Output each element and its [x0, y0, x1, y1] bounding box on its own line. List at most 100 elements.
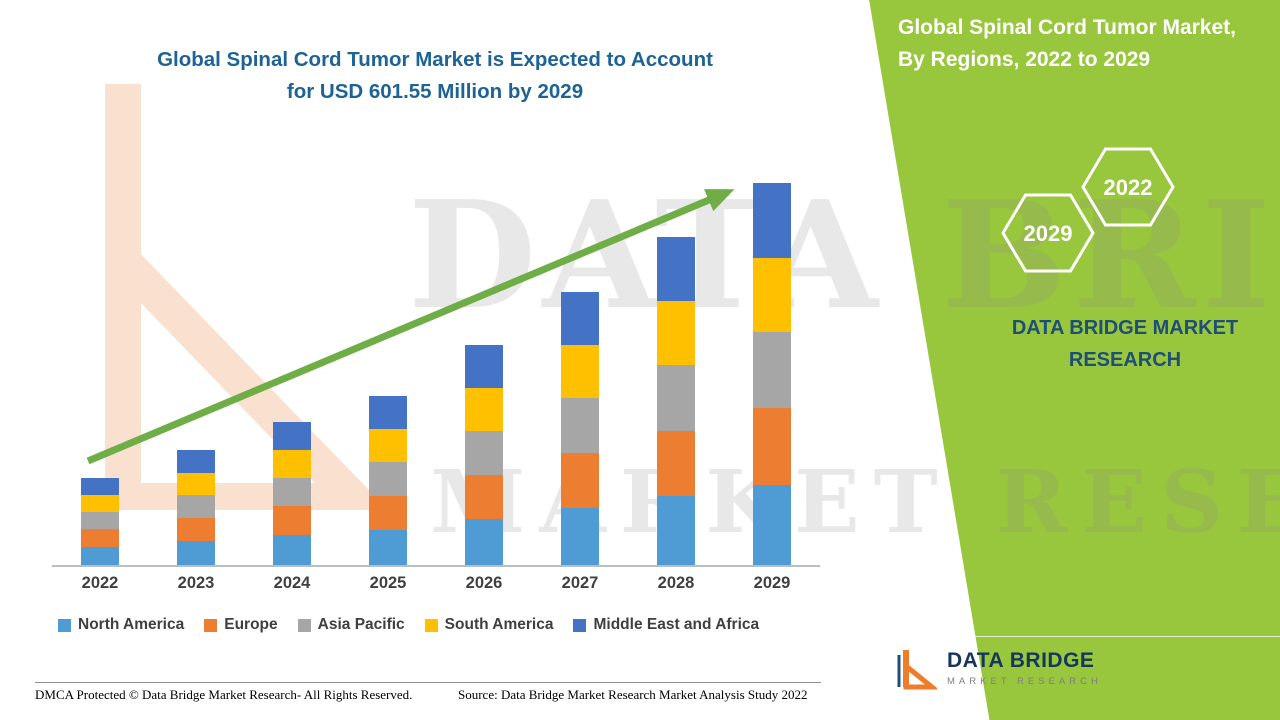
logo-divider [878, 636, 1280, 637]
source-note: Source: Data Bridge Market Research Mark… [458, 687, 808, 702]
data-bridge-logo-icon [897, 650, 937, 690]
logo-title: DATA BRIDGE [947, 649, 1095, 672]
chart-title: Global Spinal Cord Tumor Market is Expec… [105, 44, 765, 108]
legend-item-middle-east-and-africa: Middle East and Africa [573, 616, 759, 634]
bar-2029 [753, 183, 791, 565]
year-hexagons: 2029 2022 [1001, 147, 1175, 273]
segment-2028-north-america [657, 496, 695, 565]
segment-2026-europe [465, 474, 503, 519]
logo-text-block: DATA BRIDGE MARKET RESEARCH [947, 649, 1102, 687]
segment-2022-middle-east-and-africa [81, 477, 119, 495]
hexagon-2029-label: 2029 [1024, 221, 1073, 246]
segment-2029-middle-east-and-africa [753, 183, 791, 258]
segment-2022-south-america [81, 494, 119, 512]
x-axis-labels: 2022 2023 2024 2025 2026 2027 2028 2029 [52, 574, 820, 593]
bar-2026 [465, 345, 503, 565]
bar-slot-2022 [52, 165, 148, 565]
bar-2022 [81, 477, 119, 565]
bar-slot-2026 [436, 165, 532, 565]
x-label-2026: 2026 [465, 574, 503, 592]
bar-slot-2028 [628, 165, 724, 565]
legend-item-north-america: North America [58, 616, 184, 634]
segment-2025-middle-east-and-africa [369, 395, 407, 429]
panel-heading-line1: Global Spinal Cord Tumor Market, [898, 16, 1236, 39]
legend-label-middle-east-and-africa: Middle East and Africa [593, 616, 760, 633]
segment-2026-middle-east-and-africa [465, 345, 503, 389]
legend-swatch-asia-pacific [297, 618, 311, 632]
segment-2023-asia-pacific [177, 494, 215, 518]
chart-legend: North America Europe Asia Pacific South Ame… [58, 616, 759, 634]
segment-2025-asia-pacific [369, 461, 407, 496]
data-bridge-logo: DATA BRIDGE MARKET RESEARCH [893, 645, 1102, 691]
bar-slot-2023 [148, 165, 244, 565]
segment-2026-asia-pacific [465, 431, 503, 475]
legend-label-north-america: North America [78, 616, 185, 633]
segment-2028-south-america [657, 301, 695, 366]
bar-2028 [657, 237, 695, 565]
legend-label-south-america: South America [444, 616, 554, 633]
segment-2025-south-america [369, 428, 407, 462]
segment-2025-europe [369, 495, 407, 530]
segment-2027-europe [561, 452, 599, 508]
bar-2023 [177, 450, 215, 565]
legend-item-asia-pacific: Asia Pacific [297, 616, 405, 634]
chart-title-line1: Global Spinal Cord Tumor Market is Expec… [157, 48, 713, 71]
x-label-2024: 2024 [273, 574, 311, 592]
segment-2024-europe [273, 506, 311, 535]
legend-label-europe: Europe [224, 616, 278, 633]
x-label-2022: 2022 [81, 574, 119, 592]
bar-2025 [369, 395, 407, 565]
brand-text-line1: DATA BRIDGE MARKET [1011, 317, 1239, 339]
segment-2027-south-america [561, 344, 599, 399]
segment-2024-asia-pacific [273, 477, 311, 507]
segment-2023-europe [177, 517, 215, 541]
footer-divider [35, 682, 821, 683]
legend-item-south-america: South America [424, 616, 554, 634]
hexagon-2022-label: 2022 [1104, 175, 1153, 200]
panel-heading: Global Spinal Cord Tumor Market, By Regi… [898, 12, 1270, 75]
bar-slot-2029 [724, 165, 820, 565]
brand-text-line2: RESEARCH [1068, 349, 1182, 371]
segment-2028-europe [657, 430, 695, 497]
segment-2027-middle-east-and-africa [561, 291, 599, 345]
segment-2023-north-america [177, 540, 215, 565]
brand-text: DATA BRIDGE MARKET RESEARCH [1005, 312, 1245, 376]
dmca-notice: DMCA Protected © Data Bridge Market Rese… [35, 687, 413, 702]
hexagon-2029-icon [1001, 193, 1095, 273]
stacked-bar-chart [52, 165, 820, 567]
segment-2023-south-america [177, 472, 215, 495]
segment-2022-asia-pacific [81, 511, 119, 530]
x-label-2025: 2025 [369, 574, 407, 592]
legend-swatch-south-america [424, 618, 438, 632]
legend-item-europe: Europe [204, 616, 278, 634]
segment-2026-south-america [465, 388, 503, 432]
bar-2027 [561, 291, 599, 565]
segment-2024-middle-east-and-africa [273, 422, 311, 450]
segment-2027-asia-pacific [561, 398, 599, 453]
segment-2029-north-america [753, 484, 791, 565]
segment-2029-south-america [753, 257, 791, 333]
chart-title-line2: for USD 601.55 Million by 2029 [286, 79, 584, 103]
segment-2024-south-america [273, 449, 311, 478]
segment-2027-north-america [561, 507, 599, 565]
x-label-2023: 2023 [177, 574, 215, 592]
x-label-2028: 2028 [657, 574, 695, 592]
bar-slot-2024 [244, 165, 340, 565]
hexagon-2022-icon [1081, 147, 1175, 227]
segment-2029-europe [753, 408, 791, 485]
bar-slot-2027 [532, 165, 628, 565]
segment-2029-asia-pacific [753, 332, 791, 409]
segment-2024-north-america [273, 535, 311, 565]
segment-2025-north-america [369, 529, 407, 565]
segment-2023-middle-east-and-africa [177, 450, 215, 473]
segment-2028-asia-pacific [657, 365, 695, 431]
legend-label-asia-pacific: Asia Pacific [317, 616, 405, 633]
panel-heading-line2: By Regions, 2022 to 2029 [898, 47, 1151, 71]
legend-swatch-europe [204, 618, 218, 632]
segment-2022-north-america [81, 546, 119, 565]
logo-subtitle: MARKET RESEARCH [947, 676, 1102, 687]
segment-2022-europe [81, 529, 119, 547]
segment-2026-north-america [465, 518, 503, 565]
legend-swatch-north-america [58, 618, 71, 632]
